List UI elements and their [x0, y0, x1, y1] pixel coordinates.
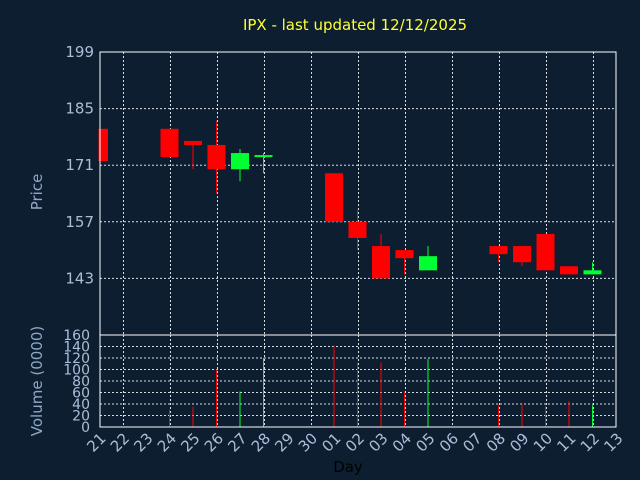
volume-tick-label: 160	[63, 328, 90, 344]
volume-tick-label: 0	[81, 420, 90, 436]
x-tick-label: 25	[177, 429, 203, 455]
x-tick-label: 02	[342, 429, 368, 455]
candle	[419, 246, 437, 271]
x-tick-label: 26	[201, 429, 227, 455]
candle-body	[100, 128, 108, 162]
candle-body	[513, 246, 531, 263]
candle-body	[231, 153, 249, 170]
x-tick-label: 27	[224, 429, 250, 455]
x-tick-label: 22	[107, 429, 133, 455]
candle-body	[325, 173, 343, 222]
candle-body	[489, 246, 508, 255]
volume-tick-label: 120	[63, 351, 90, 367]
x-tick-label: 01	[318, 429, 344, 455]
candle-body	[583, 270, 602, 275]
candle-body	[395, 250, 414, 259]
x-tick-label: 30	[295, 429, 321, 455]
volume-tick-label: 60	[72, 386, 90, 402]
x-tick-label: 11	[553, 429, 579, 455]
x-tick-label: 12	[577, 429, 603, 455]
x-tick-label: 29	[271, 429, 297, 455]
candle	[160, 128, 179, 158]
candle	[513, 246, 531, 267]
candle	[98, 128, 108, 162]
candle	[254, 153, 273, 174]
candle-body	[207, 144, 226, 170]
candle-body	[184, 140, 202, 145]
volume-tick-label: 20	[72, 409, 90, 425]
candle-body	[419, 256, 437, 271]
x-tick-label: 10	[530, 429, 556, 455]
candle-body	[536, 233, 555, 271]
candle	[583, 262, 602, 275]
x-tick-label: 08	[483, 429, 509, 455]
x-tick-label: 05	[412, 429, 438, 455]
volume-axis-label: Volume (0000)	[28, 326, 46, 436]
candle	[231, 149, 249, 182]
price-tick-label: 199	[65, 43, 94, 61]
x-axis-label: Day	[333, 458, 363, 476]
volume-panel-frame	[99, 334, 617, 428]
candle	[489, 246, 508, 263]
candle-body	[372, 246, 390, 279]
candle	[536, 233, 555, 271]
candle	[395, 250, 414, 275]
price-tick-label: 185	[65, 100, 94, 118]
x-tick-label: 24	[154, 429, 180, 455]
x-tick-label: 09	[506, 429, 532, 455]
candle-body	[560, 266, 578, 275]
price-axis-label: Price	[28, 174, 46, 211]
candle	[207, 120, 226, 194]
candle-body	[254, 155, 273, 158]
x-tick-label: 13	[600, 429, 626, 455]
x-tick-label: 23	[130, 429, 156, 455]
candle	[372, 233, 390, 279]
chart-title: IPX - last updated 12/12/2025	[243, 16, 467, 34]
volume-tick-label: 140	[63, 340, 90, 356]
volume-tick-label: 80	[72, 374, 90, 390]
candle-body	[160, 128, 179, 158]
x-tick-label: 04	[389, 429, 415, 455]
candles	[98, 120, 602, 279]
x-tick-label: 07	[459, 429, 485, 455]
candle	[348, 209, 367, 251]
price-tick-label: 171	[65, 156, 94, 174]
price-tick-label: 143	[65, 269, 94, 287]
candle	[184, 140, 202, 170]
x-tick-label: 03	[365, 429, 391, 455]
volume-tick-label: 100	[63, 363, 90, 379]
candle-body	[348, 221, 367, 238]
volume-bars	[169, 345, 593, 427]
candle	[325, 173, 343, 222]
x-tick-label: 28	[248, 429, 274, 455]
x-tick-labels: 2122232425262728293001020304050607080910…	[83, 429, 626, 455]
price-tick-label: 157	[65, 213, 94, 231]
x-tick-label: 06	[436, 429, 462, 455]
volume-tick-label: 40	[72, 397, 90, 413]
candle	[560, 266, 578, 275]
